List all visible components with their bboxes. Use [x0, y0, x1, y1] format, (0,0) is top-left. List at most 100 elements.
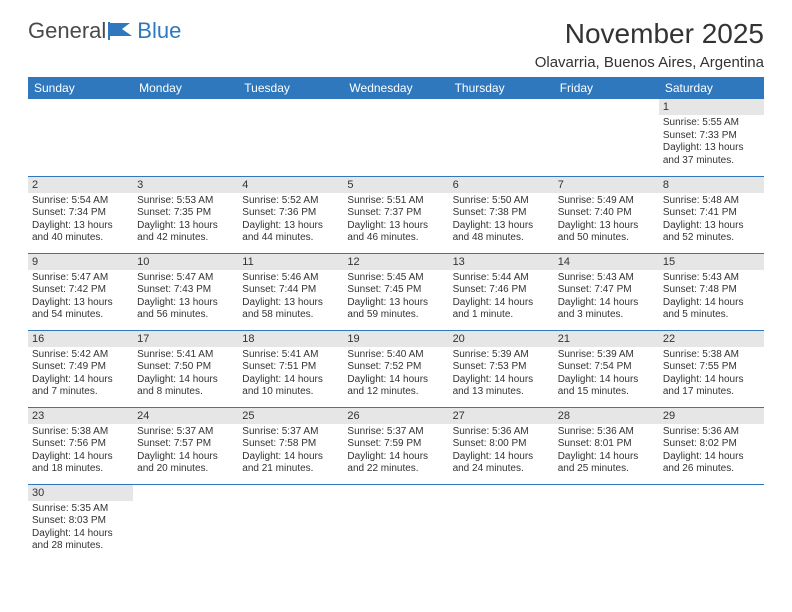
day-number: 24: [133, 408, 238, 424]
day-info: Sunrise: 5:36 AMSunset: 8:02 PMDaylight:…: [659, 424, 764, 478]
day-info: Sunrise: 5:54 AMSunset: 7:34 PMDaylight:…: [28, 193, 133, 247]
sunrise: Sunrise: 5:53 AM: [137, 195, 234, 208]
calendar-cell: 1Sunrise: 5:55 AMSunset: 7:33 PMDaylight…: [659, 99, 764, 176]
sunrise: Sunrise: 5:37 AM: [137, 426, 234, 439]
day-info: Sunrise: 5:37 AMSunset: 7:59 PMDaylight:…: [343, 424, 448, 478]
sunrise: Sunrise: 5:52 AM: [242, 195, 339, 208]
weekday-friday: Friday: [554, 77, 659, 99]
day-number: 22: [659, 331, 764, 347]
flag-icon: [108, 22, 134, 40]
daylight: Daylight: 14 hours and 10 minutes.: [242, 374, 339, 399]
daylight: Daylight: 13 hours and 40 minutes.: [32, 220, 129, 245]
calendar-cell: 18Sunrise: 5:41 AMSunset: 7:51 PMDayligh…: [238, 330, 343, 407]
day-number: 9: [28, 254, 133, 270]
day-number: 30: [28, 485, 133, 501]
sunset: Sunset: 7:59 PM: [347, 438, 444, 451]
calendar-cell: 22Sunrise: 5:38 AMSunset: 7:55 PMDayligh…: [659, 330, 764, 407]
sunset: Sunset: 7:43 PM: [137, 284, 234, 297]
weekday-sunday: Sunday: [28, 77, 133, 99]
day-info: Sunrise: 5:37 AMSunset: 7:58 PMDaylight:…: [238, 424, 343, 478]
day-info: Sunrise: 5:35 AMSunset: 8:03 PMDaylight:…: [28, 501, 133, 555]
sunrise: Sunrise: 5:39 AM: [558, 349, 655, 362]
sunset: Sunset: 7:42 PM: [32, 284, 129, 297]
day-number: [133, 99, 238, 115]
calendar-cell: 19Sunrise: 5:40 AMSunset: 7:52 PMDayligh…: [343, 330, 448, 407]
weekday-thursday: Thursday: [449, 77, 554, 99]
day-number: 10: [133, 254, 238, 270]
sunset: Sunset: 7:48 PM: [663, 284, 760, 297]
day-number: [554, 485, 659, 501]
sunrise: Sunrise: 5:43 AM: [558, 272, 655, 285]
day-number: [238, 99, 343, 115]
header: General Blue November 2025 Olavarria, Bu…: [28, 18, 764, 71]
sunset: Sunset: 7:52 PM: [347, 361, 444, 374]
daylight: Daylight: 13 hours and 52 minutes.: [663, 220, 760, 245]
calendar-cell: 2Sunrise: 5:54 AMSunset: 7:34 PMDaylight…: [28, 176, 133, 253]
day-number: 21: [554, 331, 659, 347]
sunrise: Sunrise: 5:38 AM: [663, 349, 760, 362]
day-info: Sunrise: 5:36 AMSunset: 8:01 PMDaylight:…: [554, 424, 659, 478]
day-number: 2: [28, 177, 133, 193]
day-info: Sunrise: 5:43 AMSunset: 7:47 PMDaylight:…: [554, 270, 659, 324]
sunset: Sunset: 7:36 PM: [242, 207, 339, 220]
calendar-cell: 12Sunrise: 5:45 AMSunset: 7:45 PMDayligh…: [343, 253, 448, 330]
sunset: Sunset: 7:46 PM: [453, 284, 550, 297]
sunrise: Sunrise: 5:37 AM: [242, 426, 339, 439]
sunrise: Sunrise: 5:38 AM: [32, 426, 129, 439]
day-info: Sunrise: 5:52 AMSunset: 7:36 PMDaylight:…: [238, 193, 343, 247]
day-info: Sunrise: 5:42 AMSunset: 7:49 PMDaylight:…: [28, 347, 133, 401]
sunset: Sunset: 7:56 PM: [32, 438, 129, 451]
day-info: Sunrise: 5:43 AMSunset: 7:48 PMDaylight:…: [659, 270, 764, 324]
day-number: [238, 485, 343, 501]
sunrise: Sunrise: 5:55 AM: [663, 117, 760, 130]
daylight: Daylight: 14 hours and 1 minute.: [453, 297, 550, 322]
sunset: Sunset: 7:41 PM: [663, 207, 760, 220]
sunrise: Sunrise: 5:51 AM: [347, 195, 444, 208]
day-number: 6: [449, 177, 554, 193]
daylight: Daylight: 14 hours and 24 minutes.: [453, 451, 550, 476]
month-title: November 2025: [535, 18, 764, 50]
day-number: 25: [238, 408, 343, 424]
calendar-cell: 4Sunrise: 5:52 AMSunset: 7:36 PMDaylight…: [238, 176, 343, 253]
day-info: Sunrise: 5:36 AMSunset: 8:00 PMDaylight:…: [449, 424, 554, 478]
sunset: Sunset: 8:00 PM: [453, 438, 550, 451]
calendar-cell: 29Sunrise: 5:36 AMSunset: 8:02 PMDayligh…: [659, 407, 764, 484]
day-info: Sunrise: 5:38 AMSunset: 7:55 PMDaylight:…: [659, 347, 764, 401]
calendar-cell: [554, 484, 659, 561]
calendar-row: 9Sunrise: 5:47 AMSunset: 7:42 PMDaylight…: [28, 253, 764, 330]
day-info: Sunrise: 5:47 AMSunset: 7:42 PMDaylight:…: [28, 270, 133, 324]
calendar-cell: 10Sunrise: 5:47 AMSunset: 7:43 PMDayligh…: [133, 253, 238, 330]
sunrise: Sunrise: 5:42 AM: [32, 349, 129, 362]
calendar-cell: [28, 99, 133, 176]
daylight: Daylight: 13 hours and 46 minutes.: [347, 220, 444, 245]
calendar-cell: 25Sunrise: 5:37 AMSunset: 7:58 PMDayligh…: [238, 407, 343, 484]
daylight: Daylight: 14 hours and 26 minutes.: [663, 451, 760, 476]
day-number: [659, 485, 764, 501]
day-number: 5: [343, 177, 448, 193]
day-number: 12: [343, 254, 448, 270]
daylight: Daylight: 14 hours and 22 minutes.: [347, 451, 444, 476]
day-number: [449, 485, 554, 501]
calendar-cell: 28Sunrise: 5:36 AMSunset: 8:01 PMDayligh…: [554, 407, 659, 484]
sunset: Sunset: 7:38 PM: [453, 207, 550, 220]
sunrise: Sunrise: 5:36 AM: [663, 426, 760, 439]
weekday-header-row: Sunday Monday Tuesday Wednesday Thursday…: [28, 77, 764, 99]
day-info: Sunrise: 5:41 AMSunset: 7:51 PMDaylight:…: [238, 347, 343, 401]
sunrise: Sunrise: 5:41 AM: [137, 349, 234, 362]
calendar-cell: [238, 484, 343, 561]
sunset: Sunset: 7:51 PM: [242, 361, 339, 374]
day-info: Sunrise: 5:48 AMSunset: 7:41 PMDaylight:…: [659, 193, 764, 247]
sunrise: Sunrise: 5:44 AM: [453, 272, 550, 285]
calendar-cell: 13Sunrise: 5:44 AMSunset: 7:46 PMDayligh…: [449, 253, 554, 330]
calendar-cell: 7Sunrise: 5:49 AMSunset: 7:40 PMDaylight…: [554, 176, 659, 253]
day-number: 18: [238, 331, 343, 347]
day-info: Sunrise: 5:55 AMSunset: 7:33 PMDaylight:…: [659, 115, 764, 169]
sunset: Sunset: 8:02 PM: [663, 438, 760, 451]
daylight: Daylight: 14 hours and 5 minutes.: [663, 297, 760, 322]
calendar-cell: 11Sunrise: 5:46 AMSunset: 7:44 PMDayligh…: [238, 253, 343, 330]
sunrise: Sunrise: 5:36 AM: [453, 426, 550, 439]
sunrise: Sunrise: 5:46 AM: [242, 272, 339, 285]
calendar-row: 2Sunrise: 5:54 AMSunset: 7:34 PMDaylight…: [28, 176, 764, 253]
logo-text-blue: Blue: [137, 18, 181, 44]
sunset: Sunset: 7:57 PM: [137, 438, 234, 451]
